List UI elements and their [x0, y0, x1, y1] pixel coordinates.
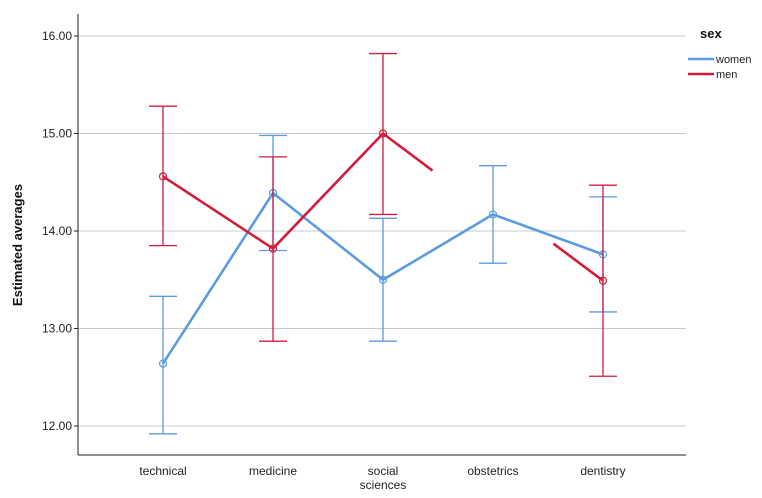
y-axis-title: Estimated averages [10, 184, 25, 306]
y-tick-label: 12.00 [42, 419, 72, 433]
y-tick-label: 14.00 [42, 224, 72, 238]
x-tick-label: dentistry [580, 464, 625, 478]
y-tick-label: 16.00 [42, 29, 72, 43]
legend-label-women: women [715, 54, 751, 66]
x-tick-labels: technical medicine social sciences obstetric… [139, 464, 625, 492]
series-line [162, 132, 384, 250]
x-tick-label: medicine [249, 464, 297, 478]
axes [74, 14, 686, 456]
y-tick-label: 13.00 [42, 322, 72, 336]
x-tick-label: social sciences [360, 464, 407, 492]
x-tick-label: technical [139, 464, 186, 478]
data-point [158, 172, 168, 181]
legend-title: sex [700, 26, 722, 41]
gridlines [78, 35, 686, 427]
series-line [161, 191, 604, 365]
legend-label-men: men [716, 69, 737, 81]
series-men [149, 52, 617, 377]
x-tick-label: obstetrics [467, 464, 518, 478]
data-point [378, 275, 388, 284]
series [149, 52, 617, 435]
y-tick-labels: 12.00 13.00 14.00 15.00 16.00 [42, 29, 72, 433]
data-point [598, 276, 608, 285]
legend: sex women men [688, 26, 751, 81]
data-point [158, 359, 168, 368]
series-line-segment [382, 132, 434, 172]
data-point [378, 129, 388, 138]
series-line-segment [552, 242, 604, 282]
data-point [268, 244, 278, 253]
y-tick-label: 15.00 [42, 127, 72, 141]
data-point [488, 210, 498, 219]
